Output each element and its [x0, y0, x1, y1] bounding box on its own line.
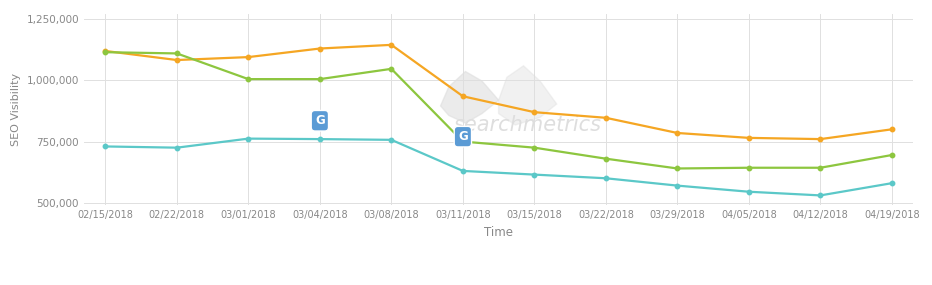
Polygon shape — [441, 72, 499, 123]
Y-axis label: SEO Visibility: SEO Visibility — [11, 73, 21, 146]
Text: G: G — [458, 130, 468, 143]
Text: G: G — [315, 114, 324, 127]
Text: searchmetrics: searchmetrics — [454, 115, 602, 135]
Polygon shape — [499, 66, 556, 125]
X-axis label: Time: Time — [484, 226, 514, 239]
